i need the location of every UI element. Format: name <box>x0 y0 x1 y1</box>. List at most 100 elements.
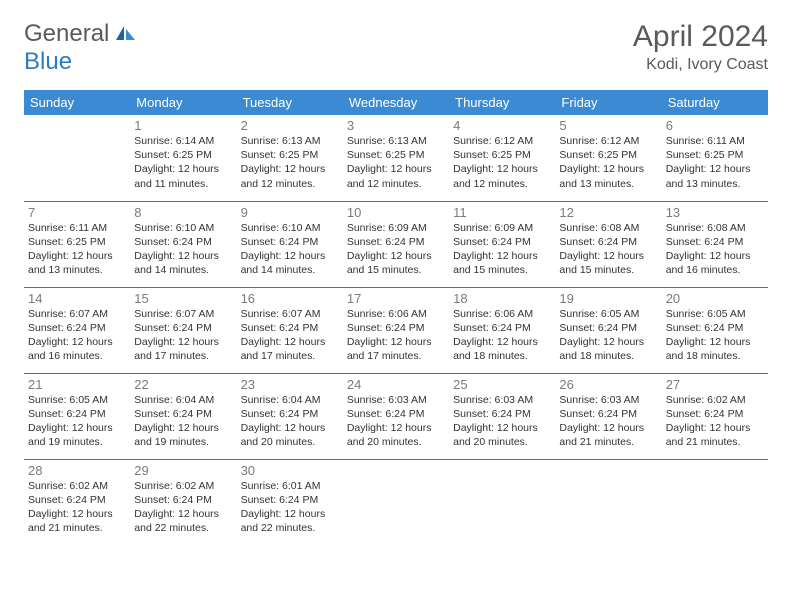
day-info: Sunrise: 6:03 AMSunset: 6:24 PMDaylight:… <box>559 393 657 450</box>
calendar-cell: 27Sunrise: 6:02 AMSunset: 6:24 PMDayligh… <box>662 373 768 459</box>
day-number: 29 <box>134 463 232 478</box>
calendar-cell: 25Sunrise: 6:03 AMSunset: 6:24 PMDayligh… <box>449 373 555 459</box>
calendar-cell: 5Sunrise: 6:12 AMSunset: 6:25 PMDaylight… <box>555 115 661 201</box>
calendar-cell: 14Sunrise: 6:07 AMSunset: 6:24 PMDayligh… <box>24 287 130 373</box>
calendar-row: 1Sunrise: 6:14 AMSunset: 6:25 PMDaylight… <box>24 115 768 201</box>
day-info: Sunrise: 6:12 AMSunset: 6:25 PMDaylight:… <box>559 134 657 191</box>
day-info: Sunrise: 6:07 AMSunset: 6:24 PMDaylight:… <box>134 307 232 364</box>
sail-icon <box>113 20 137 47</box>
day-info: Sunrise: 6:02 AMSunset: 6:24 PMDaylight:… <box>134 479 232 536</box>
calendar-row: 28Sunrise: 6:02 AMSunset: 6:24 PMDayligh… <box>24 459 768 545</box>
calendar-cell: 21Sunrise: 6:05 AMSunset: 6:24 PMDayligh… <box>24 373 130 459</box>
calendar-cell: 7Sunrise: 6:11 AMSunset: 6:25 PMDaylight… <box>24 201 130 287</box>
logo: GeneralBlue <box>24 20 137 76</box>
calendar-cell: 6Sunrise: 6:11 AMSunset: 6:25 PMDaylight… <box>662 115 768 201</box>
calendar-body: 1Sunrise: 6:14 AMSunset: 6:25 PMDaylight… <box>24 115 768 545</box>
day-info: Sunrise: 6:03 AMSunset: 6:24 PMDaylight:… <box>453 393 551 450</box>
calendar-cell: 11Sunrise: 6:09 AMSunset: 6:24 PMDayligh… <box>449 201 555 287</box>
day-number: 30 <box>241 463 339 478</box>
day-info: Sunrise: 6:13 AMSunset: 6:25 PMDaylight:… <box>241 134 339 191</box>
weekday-header: Monday <box>130 90 236 115</box>
calendar-cell: 16Sunrise: 6:07 AMSunset: 6:24 PMDayligh… <box>237 287 343 373</box>
day-number: 16 <box>241 291 339 306</box>
calendar-cell: 30Sunrise: 6:01 AMSunset: 6:24 PMDayligh… <box>237 459 343 545</box>
weekday-header: Saturday <box>662 90 768 115</box>
calendar-row: 21Sunrise: 6:05 AMSunset: 6:24 PMDayligh… <box>24 373 768 459</box>
logo-text-1: General <box>24 20 109 47</box>
day-info: Sunrise: 6:01 AMSunset: 6:24 PMDaylight:… <box>241 479 339 536</box>
calendar-cell: 17Sunrise: 6:06 AMSunset: 6:24 PMDayligh… <box>343 287 449 373</box>
day-info: Sunrise: 6:09 AMSunset: 6:24 PMDaylight:… <box>347 221 445 278</box>
day-info: Sunrise: 6:05 AMSunset: 6:24 PMDaylight:… <box>666 307 764 364</box>
calendar-cell: 28Sunrise: 6:02 AMSunset: 6:24 PMDayligh… <box>24 459 130 545</box>
day-info: Sunrise: 6:02 AMSunset: 6:24 PMDaylight:… <box>28 479 126 536</box>
page-title: April 2024 <box>633 20 768 54</box>
day-info: Sunrise: 6:11 AMSunset: 6:25 PMDaylight:… <box>28 221 126 278</box>
weekday-header: Tuesday <box>237 90 343 115</box>
calendar-cell: 10Sunrise: 6:09 AMSunset: 6:24 PMDayligh… <box>343 201 449 287</box>
day-number: 26 <box>559 377 657 392</box>
day-info: Sunrise: 6:06 AMSunset: 6:24 PMDaylight:… <box>453 307 551 364</box>
day-number: 1 <box>134 118 232 133</box>
day-info: Sunrise: 6:02 AMSunset: 6:24 PMDaylight:… <box>666 393 764 450</box>
calendar-cell <box>343 459 449 545</box>
weekday-header: Sunday <box>24 90 130 115</box>
day-number: 19 <box>559 291 657 306</box>
calendar-cell: 29Sunrise: 6:02 AMSunset: 6:24 PMDayligh… <box>130 459 236 545</box>
day-number: 22 <box>134 377 232 392</box>
weekday-header: Wednesday <box>343 90 449 115</box>
calendar-cell <box>662 459 768 545</box>
day-number: 10 <box>347 205 445 220</box>
day-info: Sunrise: 6:03 AMSunset: 6:24 PMDaylight:… <box>347 393 445 450</box>
day-number: 17 <box>347 291 445 306</box>
calendar-cell: 4Sunrise: 6:12 AMSunset: 6:25 PMDaylight… <box>449 115 555 201</box>
calendar-table: SundayMondayTuesdayWednesdayThursdayFrid… <box>24 90 768 545</box>
day-number: 4 <box>453 118 551 133</box>
calendar-cell: 26Sunrise: 6:03 AMSunset: 6:24 PMDayligh… <box>555 373 661 459</box>
title-block: April 2024 Kodi, Ivory Coast <box>633 20 768 74</box>
calendar-row: 14Sunrise: 6:07 AMSunset: 6:24 PMDayligh… <box>24 287 768 373</box>
day-info: Sunrise: 6:10 AMSunset: 6:24 PMDaylight:… <box>241 221 339 278</box>
calendar-cell: 24Sunrise: 6:03 AMSunset: 6:24 PMDayligh… <box>343 373 449 459</box>
day-number: 12 <box>559 205 657 220</box>
day-number: 21 <box>28 377 126 392</box>
day-info: Sunrise: 6:04 AMSunset: 6:24 PMDaylight:… <box>134 393 232 450</box>
header: GeneralBlue April 2024 Kodi, Ivory Coast <box>24 20 768 76</box>
day-number: 7 <box>28 205 126 220</box>
day-number: 15 <box>134 291 232 306</box>
day-info: Sunrise: 6:08 AMSunset: 6:24 PMDaylight:… <box>666 221 764 278</box>
day-number: 6 <box>666 118 764 133</box>
calendar-cell: 22Sunrise: 6:04 AMSunset: 6:24 PMDayligh… <box>130 373 236 459</box>
calendar-cell: 13Sunrise: 6:08 AMSunset: 6:24 PMDayligh… <box>662 201 768 287</box>
day-number: 13 <box>666 205 764 220</box>
day-info: Sunrise: 6:12 AMSunset: 6:25 PMDaylight:… <box>453 134 551 191</box>
day-info: Sunrise: 6:09 AMSunset: 6:24 PMDaylight:… <box>453 221 551 278</box>
calendar-cell: 15Sunrise: 6:07 AMSunset: 6:24 PMDayligh… <box>130 287 236 373</box>
day-info: Sunrise: 6:11 AMSunset: 6:25 PMDaylight:… <box>666 134 764 191</box>
calendar-cell <box>24 115 130 201</box>
calendar-cell: 9Sunrise: 6:10 AMSunset: 6:24 PMDaylight… <box>237 201 343 287</box>
calendar-cell <box>555 459 661 545</box>
day-number: 25 <box>453 377 551 392</box>
day-info: Sunrise: 6:05 AMSunset: 6:24 PMDaylight:… <box>559 307 657 364</box>
day-number: 9 <box>241 205 339 220</box>
day-info: Sunrise: 6:04 AMSunset: 6:24 PMDaylight:… <box>241 393 339 450</box>
day-info: Sunrise: 6:14 AMSunset: 6:25 PMDaylight:… <box>134 134 232 191</box>
day-number: 28 <box>28 463 126 478</box>
day-info: Sunrise: 6:10 AMSunset: 6:24 PMDaylight:… <box>134 221 232 278</box>
day-number: 8 <box>134 205 232 220</box>
calendar-cell: 20Sunrise: 6:05 AMSunset: 6:24 PMDayligh… <box>662 287 768 373</box>
day-number: 5 <box>559 118 657 133</box>
calendar-cell: 2Sunrise: 6:13 AMSunset: 6:25 PMDaylight… <box>237 115 343 201</box>
day-number: 27 <box>666 377 764 392</box>
day-info: Sunrise: 6:08 AMSunset: 6:24 PMDaylight:… <box>559 221 657 278</box>
calendar-cell: 8Sunrise: 6:10 AMSunset: 6:24 PMDaylight… <box>130 201 236 287</box>
day-info: Sunrise: 6:07 AMSunset: 6:24 PMDaylight:… <box>28 307 126 364</box>
day-number: 23 <box>241 377 339 392</box>
day-number: 3 <box>347 118 445 133</box>
day-info: Sunrise: 6:06 AMSunset: 6:24 PMDaylight:… <box>347 307 445 364</box>
day-number: 24 <box>347 377 445 392</box>
weekday-header: Friday <box>555 90 661 115</box>
calendar-row: 7Sunrise: 6:11 AMSunset: 6:25 PMDaylight… <box>24 201 768 287</box>
calendar-cell <box>449 459 555 545</box>
